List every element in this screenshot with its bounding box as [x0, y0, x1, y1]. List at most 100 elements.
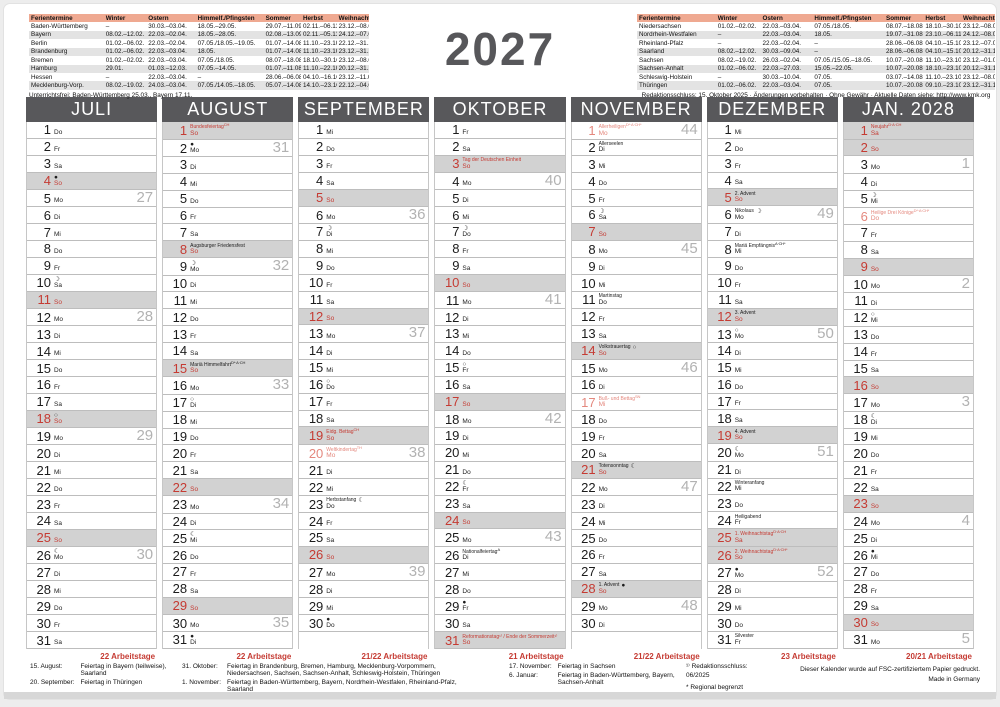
day-topline: BundesfeiertagCH	[190, 122, 229, 131]
weekday-label: Do	[870, 452, 880, 460]
day-mid: Do	[735, 146, 743, 154]
week-number: 52	[817, 563, 834, 581]
day-number: 30	[36, 615, 51, 631]
day-number: 30	[853, 614, 868, 630]
day-row: 11 Sa	[299, 292, 429, 309]
day-mid: Mi	[871, 436, 878, 443]
day-number: 15	[36, 360, 51, 376]
day-row: 5 Di	[435, 190, 565, 208]
day-number: 11	[582, 292, 596, 308]
weekday-label: Mo	[598, 248, 608, 256]
weekday-label: Fr	[54, 145, 61, 153]
weekday-label: Sa	[54, 281, 62, 289]
ferien-cell: 23.12.–11.01.	[338, 73, 369, 81]
last-quarter-moon-icon: ☾	[462, 479, 469, 487]
day-number: 17	[717, 393, 732, 409]
day-number: 18	[717, 410, 732, 426]
day-row: 4 Mo 40	[435, 173, 565, 191]
weekday-label: Sa	[462, 264, 471, 272]
day-row: 7 Sa	[163, 224, 293, 242]
weekday-label: Mi	[598, 401, 606, 409]
day-row: 30 Fr	[27, 615, 157, 633]
day-mid: NationalfeiertagA Di	[462, 547, 500, 562]
day-mid: Tag der Deutschen Einheit So	[462, 158, 521, 170]
day-row: 1 AllerheiligenD*·A·CH* Mo 44	[571, 122, 701, 140]
day-number: 31	[717, 632, 732, 648]
last-quarter-moon-icon: ☾	[870, 412, 877, 420]
day-number: 31	[172, 632, 188, 648]
ferien-cell: 01.07.–14.08.	[265, 39, 301, 47]
weekday-label: Mo	[190, 503, 200, 511]
day-row: 4 Do	[571, 173, 701, 191]
day-row: 4 Sa	[707, 173, 837, 190]
day-number: 6	[179, 207, 188, 223]
holiday-label: Silvester	[734, 633, 754, 640]
week-number: 2	[961, 274, 970, 292]
day-row: 25 ☾ Mi	[163, 530, 293, 548]
day-row: 7 Mi	[27, 224, 157, 242]
weekday-label: Fr	[462, 366, 469, 374]
day-topline: 4. Advent	[735, 429, 756, 436]
day-number: 27	[172, 564, 188, 580]
day-number: 9	[452, 258, 460, 274]
first-quarter-moon-icon: ☽	[598, 207, 605, 215]
day-number: 1	[588, 123, 596, 138]
weekday-label: Mo	[190, 622, 200, 630]
workdays-count: 23 Arbeitstage	[781, 652, 836, 661]
day-number: 4	[452, 173, 460, 189]
weekday-label: So	[462, 162, 471, 170]
ferien-cell: –	[715, 30, 761, 40]
ferien-col-header: Winter	[715, 14, 761, 23]
month-column: OKTOBER 1 Fr 2 Sa 3 Tag der Deutschen Einheit S…	[434, 97, 566, 662]
day-number: 12	[717, 309, 732, 325]
weekday-label: So	[54, 179, 62, 187]
ferien-cell: 18.05.	[195, 47, 264, 57]
weekday-label: So	[190, 367, 199, 375]
workdays-count: 21/22 Arbeitstage	[633, 652, 700, 661]
day-mid: Fr	[190, 453, 196, 460]
day-number: 17	[36, 394, 51, 410]
week-number: 3	[961, 393, 970, 411]
day-number: 21	[717, 462, 732, 478]
day-number: 26	[36, 547, 51, 563]
day-number: 1	[179, 123, 188, 138]
day-row: 29 Mi	[299, 598, 429, 616]
weekday-label: So	[462, 281, 471, 289]
week-number: 5	[961, 630, 970, 648]
day-mid: Di	[54, 453, 60, 460]
ferien-cell: 28.06.–06.08.	[265, 73, 301, 81]
weekday-label: Sa	[870, 248, 879, 256]
ferien-cell: 18.05.	[812, 30, 884, 40]
ferien-cell: 29.07.–11.09.	[265, 23, 301, 31]
first-quarter-moon-icon: ☽	[870, 191, 877, 199]
weekday-label: Mo	[870, 520, 880, 528]
day-mid: Do	[190, 198, 198, 206]
ferien-cell: 08.02.–19.02.	[717, 56, 757, 64]
ferien-col-header: Himmelf./Pfingsten	[195, 14, 264, 23]
footnote-text: Feiertag in Baden-Württemberg, Bayern, S…	[557, 672, 675, 686]
day-mid: Do	[871, 571, 879, 579]
day-number: 8	[43, 241, 51, 257]
weekday-label: Di	[462, 554, 469, 562]
page-bottom-edge	[4, 692, 996, 699]
weekday-label: Di	[190, 520, 197, 528]
day-mid: Sa	[54, 520, 62, 528]
ferien-cell: 19.07.–31.08.	[884, 30, 924, 40]
day-number: 26	[581, 547, 596, 563]
day-mid: Fr	[326, 521, 332, 528]
day-row-sunday-or-holiday: 28 1. Advent ● So	[571, 580, 701, 598]
day-row: 18 Do	[571, 411, 701, 429]
ferien-cell: 14.10.–23.10.	[300, 81, 337, 90]
week-number: 43	[544, 528, 562, 546]
region-markers: TH	[356, 444, 362, 450]
day-number: 5	[860, 191, 868, 207]
weekday-label: Mo	[734, 451, 744, 459]
day-mid: Sa	[599, 453, 607, 460]
day-row: 8 Mi	[299, 241, 429, 258]
day-number: 14	[581, 343, 596, 359]
weekday-label: Mi	[462, 571, 470, 579]
day-number: 13	[717, 326, 732, 342]
day-mid: Di	[599, 504, 605, 511]
day-row: 10 Mo 2	[843, 274, 973, 294]
day-mid: Sa	[462, 503, 470, 511]
